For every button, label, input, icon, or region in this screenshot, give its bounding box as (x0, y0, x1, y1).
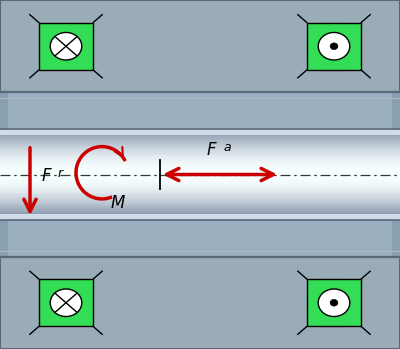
Bar (0, 92, 400, 129)
Bar (0, 164, 400, 165)
Text: $r$: $r$ (57, 167, 65, 180)
Bar (0, 140, 400, 142)
Bar (0, 149, 400, 151)
Bar (0, 216, 400, 218)
Bar (0, 202, 400, 203)
Circle shape (50, 32, 82, 60)
Bar (0, 187, 400, 189)
Bar (0, 203, 400, 205)
Circle shape (330, 299, 338, 306)
Bar (0, 193, 400, 194)
Text: $M$: $M$ (110, 194, 126, 211)
Bar (0, 171, 400, 173)
Circle shape (50, 289, 82, 317)
Bar (322, 279, 346, 327)
Bar (0, 155, 400, 156)
Bar (0, 0, 400, 92)
Bar (39, 23, 93, 70)
Bar (0, 178, 400, 180)
Bar (0, 129, 400, 131)
Bar (0, 207, 400, 209)
Bar (0, 214, 400, 216)
Bar (0, 218, 400, 220)
Bar (39, 279, 93, 327)
Text: $F$: $F$ (206, 141, 218, 159)
Bar (0, 189, 400, 191)
Bar (0, 194, 400, 196)
Bar (0, 156, 400, 158)
Bar (0, 147, 400, 149)
Bar (0, 162, 400, 164)
Bar (0, 131, 400, 133)
Bar (8, 92, 392, 129)
Bar (0, 209, 400, 211)
Bar (0, 184, 400, 185)
Bar (0, 167, 400, 169)
Bar (0, 173, 400, 174)
Bar (0, 174, 400, 176)
Bar (8, 220, 392, 257)
Bar (0, 151, 400, 153)
Bar (0, 196, 400, 198)
Bar (0, 214, 400, 220)
Circle shape (330, 43, 338, 50)
Bar (0, 205, 400, 207)
Bar (0, 180, 400, 182)
Bar (0, 185, 400, 187)
Circle shape (318, 32, 350, 60)
Bar (0, 135, 400, 136)
Bar (0, 257, 400, 349)
Bar (307, 279, 361, 327)
Bar (0, 257, 400, 349)
Circle shape (318, 289, 350, 317)
Text: $a$: $a$ (223, 141, 232, 154)
Bar (0, 198, 400, 200)
Bar (0, 191, 400, 193)
Bar (0, 169, 400, 171)
Bar (0, 200, 400, 202)
Bar (0, 138, 400, 140)
Bar (0, 160, 400, 162)
Bar (0, 129, 400, 135)
Bar (307, 23, 361, 70)
Bar (0, 182, 400, 184)
Bar (0, 176, 400, 178)
Bar (0, 133, 400, 135)
Bar (322, 23, 346, 70)
Bar (0, 136, 400, 138)
Bar (0, 220, 400, 257)
Bar (0, 211, 400, 213)
Bar (0, 146, 400, 147)
Bar (0, 144, 400, 146)
Bar (0, 213, 400, 214)
Bar (0, 153, 400, 155)
Bar (0, 165, 400, 167)
Bar (0, 158, 400, 160)
Bar (0, 0, 400, 92)
Bar (0, 142, 400, 144)
Text: $F$: $F$ (41, 168, 53, 185)
